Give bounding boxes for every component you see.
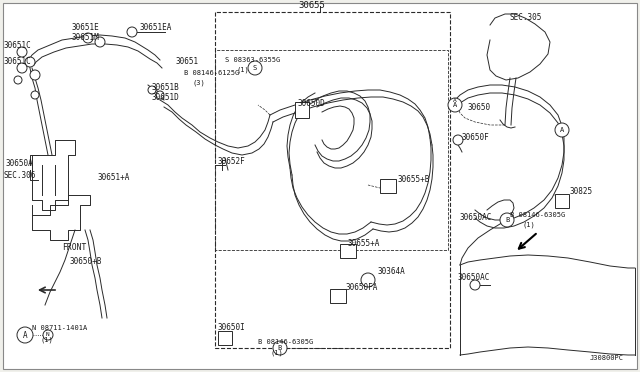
Text: 30651+A: 30651+A [98, 173, 131, 183]
Circle shape [17, 47, 27, 57]
Text: B 08146-6125G: B 08146-6125G [184, 70, 239, 76]
Circle shape [273, 341, 287, 355]
Text: 30650D: 30650D [298, 99, 326, 108]
Circle shape [17, 63, 27, 73]
Circle shape [95, 37, 105, 47]
Text: 30650F: 30650F [462, 134, 490, 142]
Text: 30651C: 30651C [4, 58, 32, 67]
Text: (1): (1) [522, 222, 535, 228]
Bar [218, 331, 232, 345]
Text: A: A [453, 102, 457, 108]
Circle shape [17, 327, 33, 343]
Bar [295, 102, 309, 118]
Text: A: A [453, 97, 457, 103]
Circle shape [470, 280, 480, 290]
Text: 30652F: 30652F [217, 157, 244, 167]
Text: 30825: 30825 [570, 187, 593, 196]
Text: (3): (3) [192, 80, 205, 86]
Text: B 08146-6305G: B 08146-6305G [510, 212, 565, 218]
Text: 30650I: 30650I [218, 324, 246, 333]
Text: B 08146-6305G: B 08146-6305G [258, 339, 313, 345]
Text: 30650AC: 30650AC [460, 214, 492, 222]
Circle shape [500, 213, 514, 227]
Text: 30651C: 30651C [4, 41, 32, 49]
Circle shape [25, 57, 35, 67]
Circle shape [448, 98, 462, 112]
Text: SEC.306: SEC.306 [4, 170, 36, 180]
Text: N: N [46, 333, 50, 337]
Circle shape [156, 91, 164, 99]
Circle shape [453, 135, 463, 145]
Bar [380, 179, 396, 193]
Circle shape [30, 70, 40, 80]
Text: 30651D: 30651D [152, 93, 180, 103]
Text: 30655+A: 30655+A [347, 238, 380, 247]
Text: N 08711-1401A: N 08711-1401A [32, 325, 87, 331]
Circle shape [555, 123, 569, 137]
Text: B: B [505, 217, 509, 223]
Circle shape [31, 91, 39, 99]
Circle shape [43, 330, 53, 340]
Text: 30651EA: 30651EA [140, 22, 172, 32]
Text: 30651: 30651 [175, 58, 198, 67]
Text: (1): (1) [270, 350, 283, 356]
Bar [555, 194, 569, 208]
Text: 30655+B: 30655+B [397, 176, 429, 185]
Text: J30800PC: J30800PC [590, 355, 624, 361]
Text: A: A [22, 330, 28, 340]
Text: 30650A: 30650A [6, 158, 34, 167]
Text: S 08363-6355G: S 08363-6355G [225, 57, 280, 63]
Text: 30651M: 30651M [72, 32, 100, 42]
Text: S: S [253, 65, 257, 71]
Bar [340, 244, 356, 258]
Text: B: B [278, 345, 282, 351]
Circle shape [248, 61, 262, 75]
Text: A: A [560, 127, 564, 133]
Circle shape [83, 33, 93, 43]
Circle shape [361, 273, 375, 287]
Text: 30651E: 30651E [72, 23, 100, 32]
Text: 30651B: 30651B [152, 83, 180, 93]
Text: SEC.305: SEC.305 [510, 13, 542, 22]
Circle shape [14, 76, 22, 84]
Text: 30650+B: 30650+B [70, 257, 102, 266]
Text: (1): (1) [237, 67, 250, 73]
Text: 30650: 30650 [468, 103, 491, 112]
Circle shape [127, 27, 137, 37]
Circle shape [148, 86, 156, 94]
Text: FRONT: FRONT [62, 244, 86, 253]
Bar [330, 289, 346, 303]
Text: 30650AC: 30650AC [458, 273, 490, 282]
Text: (1): (1) [40, 337, 52, 343]
Text: 30650FA: 30650FA [345, 283, 378, 292]
Text: 30655: 30655 [298, 1, 325, 10]
Text: 30364A: 30364A [378, 267, 406, 276]
